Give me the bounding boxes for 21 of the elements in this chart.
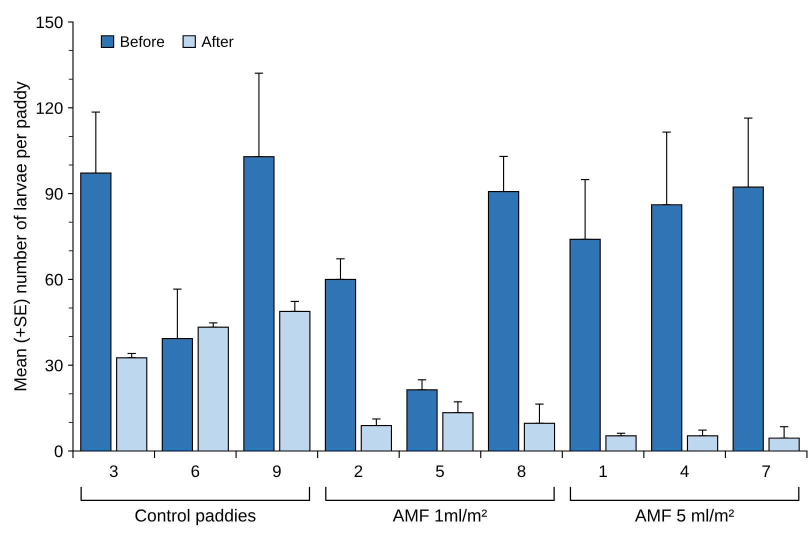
x-tick-label: 7 (762, 466, 770, 477)
x-tick-label: 6 (192, 465, 200, 478)
y-tick-label: 60 (46, 274, 63, 286)
x-tick-label: 1 (600, 466, 607, 477)
text: AMF 5 ml/m² (634, 508, 734, 522)
y-tick-label: 90 (46, 188, 63, 200)
text: Control paddies (135, 508, 256, 526)
x-tick-label: 9 (273, 465, 281, 478)
y-tick-label: 30 (45, 360, 63, 372)
legend-label: After (201, 36, 234, 48)
y-tick-label: 120 (36, 102, 63, 114)
x-tick-label: 2 (354, 465, 362, 477)
legend-label: Before (121, 36, 164, 48)
y-tick-label: 0 (54, 445, 63, 458)
x-tick-label: 3 (110, 465, 118, 478)
x-tick-label: 4 (680, 466, 689, 477)
x-tick-label: 5 (436, 466, 444, 478)
x-tick-label: 8 (518, 465, 526, 478)
text: AMF 1ml/m² (392, 508, 487, 522)
y-axis-title: Mean (+SE) number of larvae per paddy (14, 81, 30, 390)
y-tick-label: 150 (36, 16, 63, 28)
